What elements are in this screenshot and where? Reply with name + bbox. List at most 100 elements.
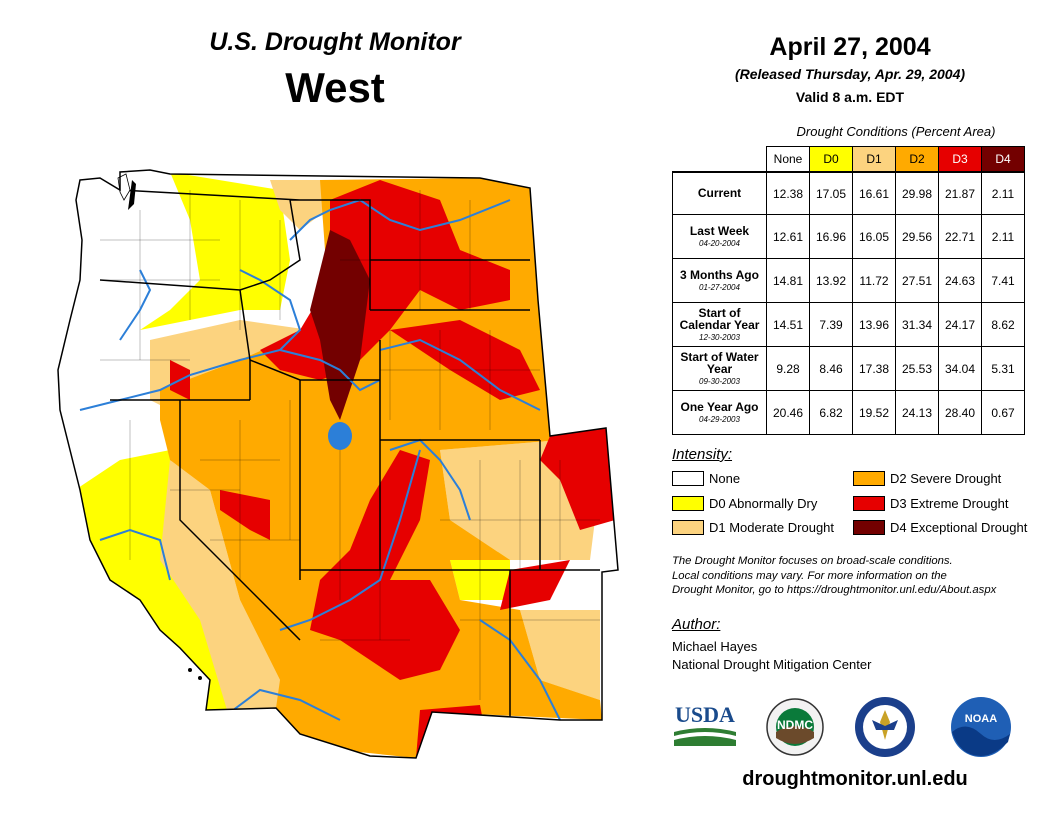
river (289, 198, 511, 241)
valid-time: Valid 8 a.m. EDT (795, 89, 905, 105)
table-cell: 9.28 (766, 346, 810, 391)
table-cell: 17.38 (852, 346, 896, 391)
drought-map (57, 169, 619, 759)
note-line[interactable]: Drought Monitor, go to https://droughtmo… (672, 584, 997, 597)
table-cell: 8.62 (981, 302, 1025, 347)
legend-title: Intensity: (672, 446, 733, 463)
d3-area (540, 428, 615, 530)
row-label: One Year Ago 04-29-2003 (672, 390, 767, 435)
d0-area (60, 450, 240, 720)
table-cell: 27.51 (895, 258, 939, 303)
region-title: West (285, 64, 385, 111)
table-cell: 25.53 (895, 346, 939, 391)
table-cell: 12.61 (766, 214, 810, 259)
d1-area (520, 610, 600, 700)
table-caption: Drought Conditions (Percent Area) (796, 124, 996, 139)
table-cell: 16.96 (809, 214, 853, 259)
river (279, 449, 421, 631)
legend-label: D1 Moderate Drought (709, 520, 835, 535)
noaa-logo: NOAA (951, 697, 1011, 757)
legend-item-d0: D0 Abnormally Dry (672, 496, 817, 511)
legend-label: D3 Extreme Drought (890, 496, 1009, 511)
legend-item-d1: D1 Moderate Drought (672, 520, 834, 535)
website-link[interactable]: droughtmonitor.unl.edu (742, 768, 968, 790)
row-label: Start of Water Year 09-30-2003 (672, 346, 767, 391)
usda-logo: USDA (674, 702, 736, 746)
row-label: Last Week 04-20-2004 (672, 214, 767, 259)
d3-area (220, 490, 270, 540)
legend-swatch (672, 471, 704, 486)
table-cell: 17.05 (809, 171, 853, 215)
table-cell: 7.41 (981, 258, 1025, 303)
product-title: U.S. Drought Monitor (209, 28, 461, 56)
legend-label: D0 Abnormally Dry (709, 496, 818, 511)
table-cell: 7.39 (809, 302, 853, 347)
legend-swatch (853, 520, 885, 535)
table-cell: 0.67 (981, 390, 1025, 435)
table-cell: 29.98 (895, 171, 939, 215)
table-cell: 8.46 (809, 346, 853, 391)
noaa-logo-text: NOAA (965, 713, 997, 725)
col-header-d4: D4 (981, 146, 1025, 173)
table-cell: 12.38 (766, 171, 810, 215)
river (79, 269, 302, 411)
d0-area (140, 172, 290, 330)
table-cell: 31.34 (895, 302, 939, 347)
table-cell: 14.81 (766, 258, 810, 303)
note-line: Local conditions may vary. For more info… (672, 569, 947, 582)
river (389, 438, 471, 521)
legend-label: D4 Exceptional Drought (890, 520, 1028, 535)
legend-item-none: None (672, 471, 740, 486)
author-org: National Drought Mitigation Center (672, 657, 872, 672)
ndmc-logo: NDMC (766, 698, 824, 756)
d3-area (500, 560, 570, 610)
table-row: Start of Water Year 09-30-2003 9.28 8.46 … (672, 346, 1025, 391)
row-label: Start of Calendar Year 12-30-2003 (672, 302, 767, 347)
table-cell: 13.96 (852, 302, 896, 347)
table-row: Last Week 04-20-2004 12.61 16.96 16.05 29… (672, 214, 1025, 259)
legend-swatch (853, 496, 885, 511)
legend-swatch (672, 496, 704, 511)
legend-label: D2 Severe Drought (890, 471, 1002, 486)
river (99, 528, 171, 581)
table-cell: 5.31 (981, 346, 1025, 391)
table-cell: 2.11 (981, 214, 1025, 259)
table-cell: 13.92 (809, 258, 853, 303)
d3-area (390, 320, 540, 400)
col-header-none: None (766, 146, 810, 173)
table-corner (673, 147, 767, 173)
drought-stats-table: None D0 D1 D2 D3 D4 Current 12.38 17.05 … (672, 146, 1025, 435)
map-date: April 27, 2004 (769, 33, 931, 61)
table-cell: 24.17 (938, 302, 982, 347)
table-cell: 6.82 (809, 390, 853, 435)
author-name: Michael Hayes (672, 639, 758, 654)
table-cell: 14.51 (766, 302, 810, 347)
table-cell: 19.52 (852, 390, 896, 435)
river (219, 688, 341, 721)
d4-area (310, 230, 370, 420)
table-cell: 16.05 (852, 214, 896, 259)
table-cell: 24.63 (938, 258, 982, 303)
table-cell: 21.87 (938, 171, 982, 215)
disclaimer-note: The Drought Monitor focuses on broad-sca… (672, 554, 1052, 598)
table-cell: 16.61 (852, 171, 896, 215)
table-row: 3 Months Ago 01-27-2004 14.81 13.92 11.72… (672, 258, 1025, 303)
great-salt-lake (328, 422, 352, 450)
legend-item-d3: D3 Extreme Drought (853, 496, 1009, 511)
usda-logo-text: USDA (675, 702, 735, 727)
table-row: One Year Ago 04-29-2003 20.46 6.82 19.52 … (672, 390, 1025, 435)
row-label: Current (672, 171, 767, 215)
row-label: 3 Months Ago 01-27-2004 (672, 258, 767, 303)
river (479, 619, 561, 721)
commerce-seal (855, 697, 915, 757)
col-header-d0: D0 (809, 146, 853, 173)
release-date: (Released Thursday, Apr. 29, 2004) (734, 66, 966, 82)
table-row: Start of Calendar Year 12-30-2003 14.51 7… (672, 302, 1025, 347)
legend-item-d4: D4 Exceptional Drought (853, 520, 1027, 535)
table-cell: 2.11 (981, 171, 1025, 215)
legend-label: None (709, 471, 741, 486)
table-cell: 11.72 (852, 258, 896, 303)
legend-swatch (853, 471, 885, 486)
table-cell: 20.46 (766, 390, 810, 435)
note-line: The Drought Monitor focuses on broad-sca… (672, 555, 953, 567)
